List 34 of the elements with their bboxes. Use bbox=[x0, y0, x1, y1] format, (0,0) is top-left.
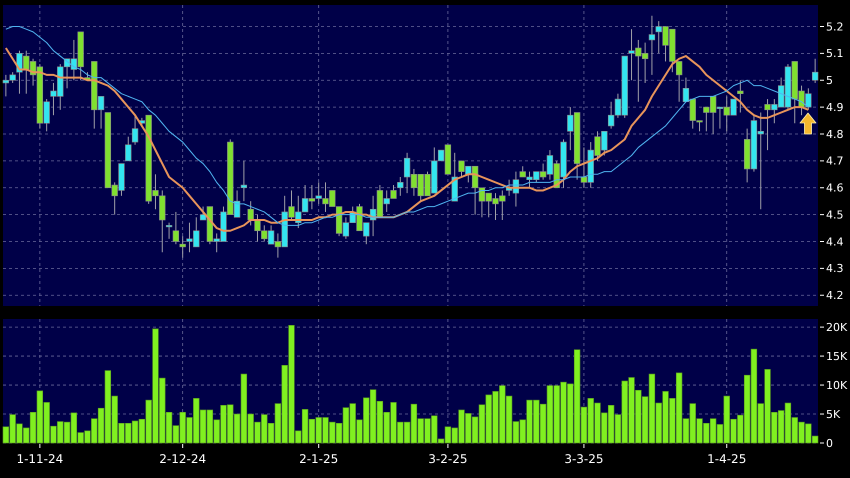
y-tick-label: 5.1 bbox=[826, 47, 844, 60]
y-tick-label: 4.4 bbox=[826, 235, 844, 248]
y-tick-label: 5.2 bbox=[826, 20, 844, 34]
candlestick bbox=[132, 114, 138, 146]
candlestick bbox=[812, 58, 818, 84]
x-tick-label: 1-4-25 bbox=[707, 452, 746, 466]
y-tick-label: 4.3 bbox=[826, 262, 844, 276]
x-tick-label: 2-1-25 bbox=[299, 452, 338, 466]
y-tick-label: 4.2 bbox=[826, 289, 844, 302]
candlestick bbox=[166, 222, 172, 240]
candlestick bbox=[240, 160, 248, 202]
y-tick-label: 0 bbox=[826, 436, 833, 450]
x-tick-label: 1-11-24 bbox=[16, 452, 64, 466]
candlestick bbox=[172, 211, 180, 245]
y-tick-label: 10K bbox=[826, 378, 848, 392]
y-tick-label: 4.7 bbox=[826, 154, 844, 168]
y-tick-label: 4.5 bbox=[826, 208, 844, 222]
y-tick-label: 5K bbox=[826, 408, 841, 421]
candlestick bbox=[180, 236, 186, 258]
candlestick bbox=[737, 80, 744, 113]
y-tick-label: 4.9 bbox=[826, 100, 844, 114]
y-tick-label: 4.6 bbox=[826, 182, 844, 195]
x-tick-label: 2-12-24 bbox=[159, 452, 206, 466]
y-tick-label: 20K bbox=[826, 320, 848, 334]
y-tick-label: 4.8 bbox=[826, 128, 844, 141]
y-tick-label: 15K bbox=[826, 350, 848, 363]
candlestick bbox=[397, 176, 404, 196]
candlestick bbox=[248, 200, 254, 226]
y-tick-label: 5 bbox=[826, 74, 833, 88]
candlestick bbox=[648, 15, 656, 76]
x-tick-label: 3-2-25 bbox=[428, 452, 468, 466]
candlestick bbox=[676, 60, 682, 102]
x-tick-label: 3-3-25 bbox=[564, 452, 604, 466]
candlestick bbox=[125, 136, 132, 162]
